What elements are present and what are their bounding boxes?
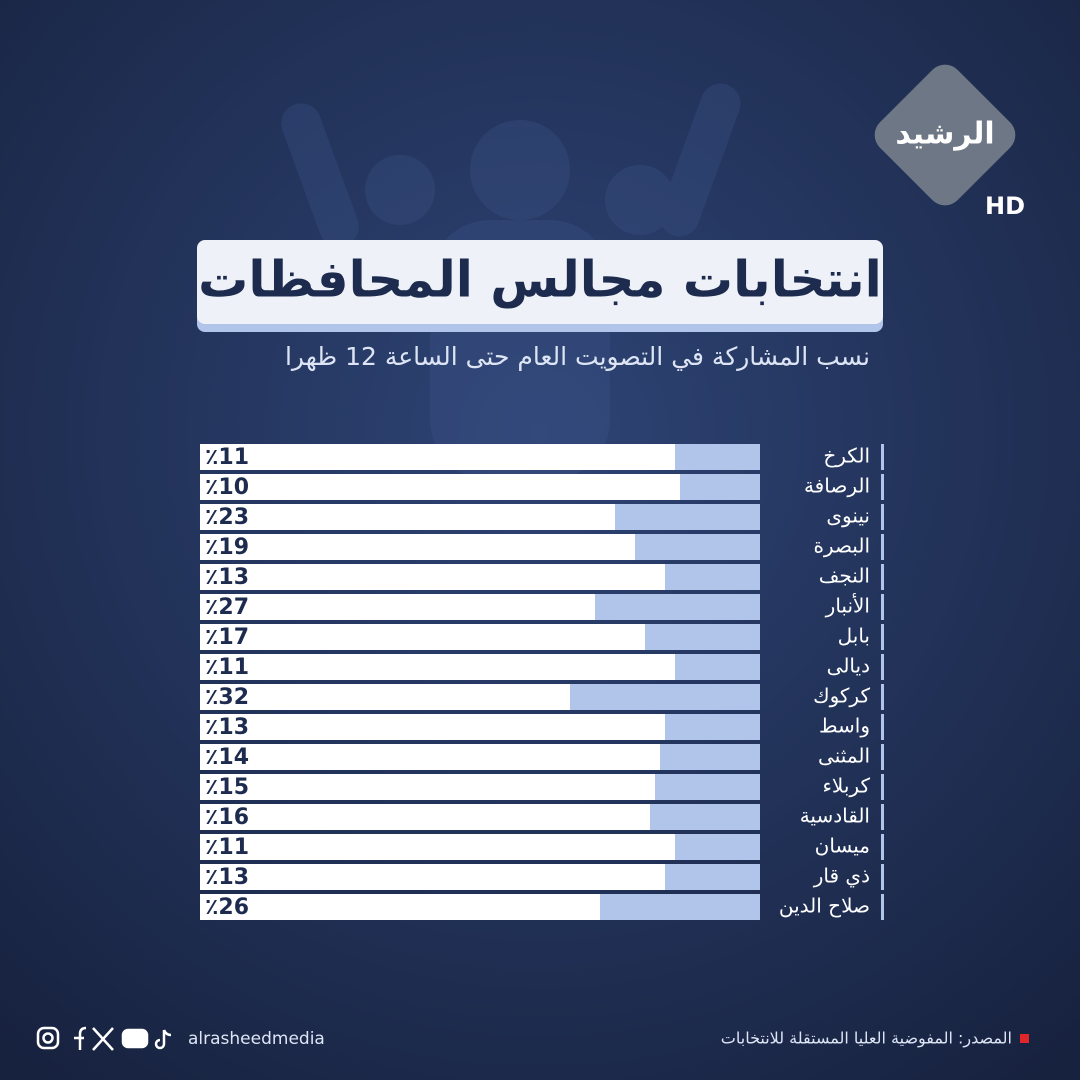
- bars: ٪11 الكرخ ٪10 الرصافة ٪23 نينوى ٪19 البصرة ٪13 ال…: [200, 444, 884, 920]
- value-label: ٪16: [205, 805, 249, 830]
- chart-subtitle: نسب المشاركة في التصويت العام حتى الساعة…: [285, 342, 870, 372]
- bar: [675, 834, 760, 860]
- category-marker: [881, 534, 884, 560]
- category-marker: [881, 444, 884, 470]
- logo-badge: HD: [985, 192, 1025, 220]
- bar: [645, 624, 760, 650]
- category-label: البصرة: [813, 534, 870, 558]
- bar: [650, 804, 760, 830]
- bar: [660, 744, 760, 770]
- category-marker: [881, 714, 884, 740]
- value-label: ٪13: [205, 865, 249, 890]
- value-label: ٪32: [205, 685, 249, 710]
- value-label: ٪27: [205, 595, 249, 620]
- category-marker: [881, 744, 884, 770]
- bar: [675, 654, 760, 680]
- bar: [665, 864, 760, 890]
- category-label: الكرخ: [823, 444, 870, 468]
- category-marker: [881, 624, 884, 650]
- category-marker: [881, 474, 884, 500]
- bar: [570, 684, 760, 710]
- category-marker: [881, 774, 884, 800]
- bar: [675, 444, 760, 470]
- bar-track: [200, 444, 760, 470]
- logo: الرشيد HD: [874, 64, 1025, 220]
- category-label: النجف: [819, 564, 870, 588]
- chart-title: انتخابات مجالس المحافظات: [198, 251, 882, 309]
- category-label: واسط: [819, 714, 870, 738]
- value-label: ٪11: [205, 445, 249, 470]
- category-marker: [881, 804, 884, 830]
- value-label: ٪19: [205, 535, 249, 560]
- bar-track: [200, 834, 760, 860]
- category-marker: [881, 834, 884, 860]
- source-bullet: [1020, 1034, 1029, 1043]
- bar: [635, 534, 760, 560]
- value-label: ٪23: [205, 505, 249, 530]
- category-marker: [881, 594, 884, 620]
- category-label: ديالى: [827, 654, 870, 678]
- bar: [680, 474, 760, 500]
- value-label: ٪11: [205, 835, 249, 860]
- bar-track: [200, 654, 760, 680]
- category-marker: [881, 654, 884, 680]
- category-label: القادسية: [800, 804, 870, 828]
- category-label: نينوى: [826, 504, 870, 528]
- bar: [615, 504, 760, 530]
- category-label: صلاح الدين: [779, 894, 870, 918]
- category-label: بابل: [838, 624, 870, 648]
- category-label: كربلاء: [823, 774, 871, 798]
- value-label: ٪15: [205, 775, 249, 800]
- category-marker: [881, 894, 884, 920]
- value-label: ٪26: [205, 895, 249, 920]
- category-label: ذي قار: [813, 864, 870, 889]
- category-label: المثنى: [818, 744, 870, 768]
- bar: [665, 714, 760, 740]
- bar: [655, 774, 760, 800]
- value-label: ٪13: [205, 715, 249, 740]
- handle: alrasheedmedia: [188, 1029, 325, 1049]
- bar: [595, 594, 760, 620]
- value-label: ٪11: [205, 655, 249, 680]
- category-label: الأنبار: [825, 594, 870, 618]
- value-label: ٪13: [205, 565, 249, 590]
- category-marker: [881, 864, 884, 890]
- logo-name: الرشيد: [895, 117, 994, 152]
- bar: [600, 894, 760, 920]
- bar-track: [200, 474, 760, 500]
- bar: [665, 564, 760, 590]
- source: المصدر: المفوضية العليا المستقلة للانتخا…: [721, 1029, 1012, 1049]
- value-label: ٪14: [205, 745, 249, 770]
- title-box: [197, 240, 883, 324]
- category-marker: [881, 564, 884, 590]
- category-label: ميسان: [815, 834, 870, 858]
- category-marker: [881, 684, 884, 710]
- category-label: كركوك: [813, 684, 870, 708]
- social-icons: [36, 1026, 172, 1051]
- category-marker: [881, 504, 884, 530]
- value-label: ٪17: [205, 625, 249, 650]
- value-label: ٪10: [205, 475, 249, 500]
- category-label: الرصافة: [804, 474, 870, 498]
